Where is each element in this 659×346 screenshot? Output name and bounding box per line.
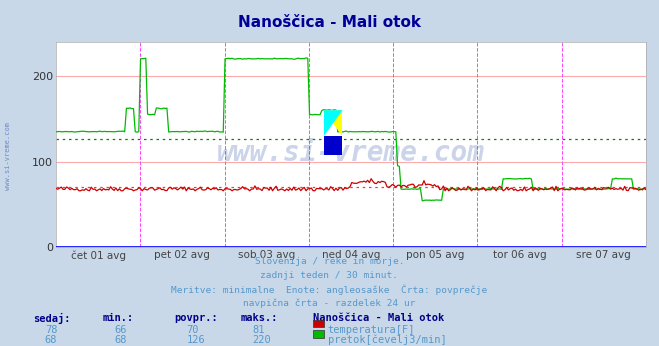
Polygon shape (324, 136, 343, 155)
Text: Nanoščica - Mali otok: Nanoščica - Mali otok (313, 313, 444, 323)
Text: 68: 68 (114, 335, 127, 345)
Text: Meritve: minimalne  Enote: angleosaške  Črta: povprečje: Meritve: minimalne Enote: angleosaške Čr… (171, 284, 488, 295)
Text: 66: 66 (114, 325, 127, 335)
Polygon shape (324, 110, 343, 136)
Text: min.:: min.: (102, 313, 133, 323)
Text: povpr.:: povpr.: (175, 313, 218, 323)
Text: www.si-vreme.com: www.si-vreme.com (5, 122, 11, 190)
Text: Nanoščica - Mali otok: Nanoščica - Mali otok (238, 15, 421, 30)
Polygon shape (324, 110, 343, 136)
Text: www.si-vreme.com: www.si-vreme.com (217, 139, 485, 167)
Text: Slovenija / reke in morje.: Slovenija / reke in morje. (255, 257, 404, 266)
Text: 68: 68 (45, 335, 57, 345)
Text: 126: 126 (186, 335, 205, 345)
Text: 220: 220 (252, 335, 271, 345)
Text: 70: 70 (186, 325, 199, 335)
Text: pretok[čevelj3/min]: pretok[čevelj3/min] (328, 335, 446, 345)
Text: zadnji teden / 30 minut.: zadnji teden / 30 minut. (260, 271, 399, 280)
Text: 78: 78 (45, 325, 57, 335)
Text: maks.:: maks.: (241, 313, 278, 323)
Text: temperatura[F]: temperatura[F] (328, 325, 415, 335)
Text: sedaj:: sedaj: (33, 313, 71, 324)
Text: navpična črta - razdelek 24 ur: navpična črta - razdelek 24 ur (243, 298, 416, 308)
Text: 81: 81 (252, 325, 265, 335)
